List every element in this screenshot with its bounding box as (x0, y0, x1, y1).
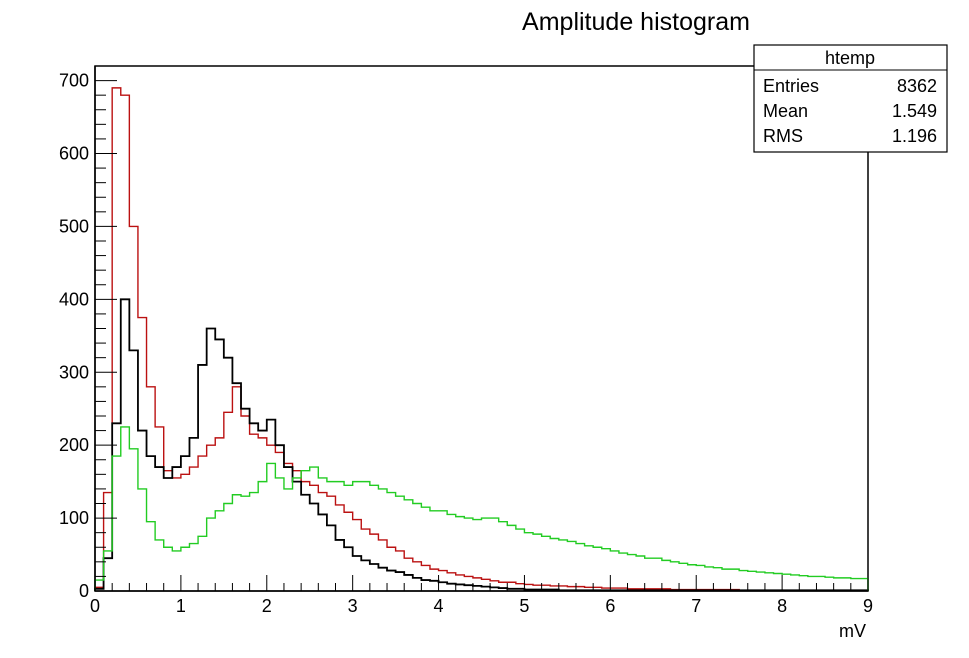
x-tick-label: 9 (863, 596, 873, 616)
x-tick-label: 5 (519, 596, 529, 616)
y-tick-label: 700 (59, 71, 89, 91)
plot-area: 0 100 200 300 400 500 600 700 0 1 2 3 4 5 6 7 8 9 (59, 65, 873, 616)
stats-rms-label: RMS (763, 126, 803, 146)
stats-mean-label: Mean (763, 101, 808, 121)
y-tick-label: 100 (59, 508, 89, 528)
stats-box-frame (753, 44, 948, 153)
histogram-series-2 (94, 426, 869, 591)
x-tick-label: 2 (262, 596, 272, 616)
stats-mean-value: 1.549 (892, 101, 937, 121)
x-axis: 0 1 2 3 4 5 6 7 8 9 (90, 575, 873, 616)
x-tick-label: 3 (348, 596, 358, 616)
y-tick-label: 300 (59, 362, 89, 382)
y-tick-label: 500 (59, 216, 89, 236)
y-tick-label: 200 (59, 435, 89, 455)
stats-box: htemp Entries 8362 Mean 1.549 RMS 1.196 (753, 44, 948, 153)
x-tick-label: 0 (90, 596, 100, 616)
chart-title: Amplitude histogram (522, 8, 750, 36)
y-tick-label: 400 (59, 289, 89, 309)
y-tick-label: 600 (59, 144, 89, 164)
stats-rms-value: 1.196 (892, 126, 937, 146)
stats-box-name: htemp (825, 48, 875, 68)
y-tick-label: 0 (79, 581, 89, 601)
stats-entries-label: Entries (763, 76, 819, 96)
x-tick-label: 6 (605, 596, 615, 616)
y-axis: 0 100 200 300 400 500 600 700 (59, 65, 117, 601)
x-axis-label: mV (839, 621, 866, 641)
stats-entries-value: 8362 (897, 76, 937, 96)
x-tick-label: 4 (434, 596, 444, 616)
x-tick-label: 8 (777, 596, 787, 616)
x-tick-label: 7 (691, 596, 701, 616)
x-tick-label: 1 (176, 596, 186, 616)
